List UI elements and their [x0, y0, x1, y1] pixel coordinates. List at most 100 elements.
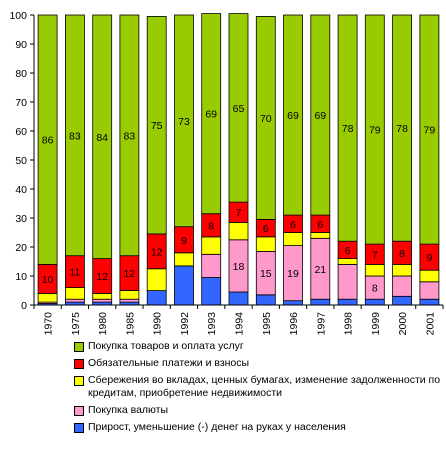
bar-segment-1990-2 — [146, 268, 167, 291]
x-tick-label-1994: 1994 — [234, 312, 246, 336]
bar-segment-2001-1 — [419, 281, 440, 300]
x-tick-label-1997: 1997 — [315, 312, 327, 336]
data-label-1980-3: 12 — [96, 271, 108, 283]
bar-segment-1998-1 — [337, 263, 358, 300]
data-label-1994-1: 18 — [233, 261, 245, 273]
bar-segment-1993-1 — [201, 253, 222, 278]
x-tick-label-1980: 1980 — [97, 312, 109, 336]
bar-segment-2000-0 — [392, 295, 413, 306]
chart-legend: Покупка товаров и оплата услуг Обязатель… — [74, 340, 444, 438]
bar-segment-1980-1 — [92, 298, 113, 303]
legend-label-savings: Сбережения во вкладах, ценных бумагах, и… — [88, 374, 441, 399]
x-tick-label-1998: 1998 — [343, 312, 355, 336]
bar-segment-1985-4 — [119, 14, 140, 257]
data-label-1997-1: 21 — [314, 264, 326, 276]
bar-segment-1970-2 — [37, 292, 58, 303]
data-label-2001-3: 9 — [426, 252, 432, 264]
legend-item-cash: Прирост, уменьшение (-) денег на руках у… — [74, 421, 444, 434]
data-label-1995-1: 15 — [260, 268, 272, 280]
bar-segment-1993-4 — [201, 13, 222, 215]
bar-segment-1980-2 — [92, 292, 113, 300]
bar-segment-1999-0 — [364, 298, 385, 306]
bar-segment-1990-4 — [146, 15, 167, 235]
data-label-1993-3: 8 — [208, 220, 214, 232]
bar-segment-1996-4 — [283, 14, 303, 216]
x-tick-label-1970: 1970 — [43, 312, 55, 336]
data-label-1997-3: 6 — [317, 219, 323, 231]
x-tick-label-1999: 1999 — [370, 312, 382, 336]
bar-segment-2000-1 — [392, 275, 413, 297]
bar-segment-1994-0 — [228, 291, 249, 306]
y-tick-label-30: 30 — [15, 213, 27, 225]
data-label-2000-3: 8 — [399, 248, 405, 260]
data-label-1999-3: 7 — [372, 249, 378, 261]
y-tick-label-0: 0 — [21, 300, 27, 312]
x-tick-label-1990: 1990 — [152, 312, 164, 336]
data-label-1975-3: 11 — [69, 267, 80, 279]
bar-segment-1975-4 — [65, 14, 85, 257]
bar-segment-1995-4 — [255, 15, 276, 220]
y-tick-label-100: 100 — [9, 10, 27, 22]
data-label-1998-3: 6 — [345, 245, 351, 257]
x-tick-label-1996: 1996 — [288, 312, 300, 336]
data-label-1995-4: 70 — [260, 113, 272, 125]
data-label-1994-3: 7 — [236, 207, 242, 219]
bar-segment-2001-0 — [419, 298, 440, 306]
data-label-1992-4: 73 — [178, 116, 190, 128]
bar-segment-1997-4 — [310, 14, 331, 216]
bar-segment-1993-0 — [201, 276, 222, 306]
data-label-1993-4: 69 — [205, 109, 217, 121]
data-label-1985-4: 83 — [124, 130, 136, 142]
bar-segment-1998-0 — [337, 298, 358, 306]
bar-segment-1997-0 — [310, 298, 331, 306]
y-tick-label-20: 20 — [15, 242, 27, 254]
legend-swatch-currency — [74, 406, 84, 416]
x-tick-label-1993: 1993 — [206, 312, 218, 336]
data-label-1980-4: 84 — [96, 132, 108, 144]
bar-segment-1999-2 — [364, 263, 385, 277]
bar-segment-1994-2 — [228, 221, 249, 241]
bar-segment-1995-2 — [255, 236, 276, 252]
data-label-1992-3: 9 — [181, 235, 187, 247]
data-label-1970-4: 86 — [42, 135, 54, 147]
y-tick-label-60: 60 — [15, 126, 27, 138]
x-tick-label-1992: 1992 — [179, 312, 191, 336]
legend-label-currency: Покупка валюты — [88, 404, 169, 416]
data-label-1975-4: 83 — [69, 130, 81, 142]
bar-segment-2001-4 — [419, 14, 440, 245]
y-tick-label-70: 70 — [15, 97, 27, 109]
bar-segment-1992-0 — [174, 265, 194, 306]
legend-label-payments: Обязательные платежи и взносы — [88, 357, 250, 369]
x-tick-label-2001: 2001 — [424, 312, 436, 336]
bar-segment-1998-4 — [337, 14, 358, 242]
bar-segment-1994-4 — [228, 13, 249, 203]
bar-segment-1980-4 — [92, 14, 113, 260]
data-label-1970-3: 10 — [42, 274, 54, 286]
legend-swatch-savings — [74, 376, 84, 386]
data-label-2000-4: 78 — [396, 123, 408, 135]
data-label-1998-4: 78 — [342, 123, 354, 135]
legend-label-cash: Прирост, уменьшение (-) денег на руках у… — [88, 421, 346, 433]
data-label-1990-4: 75 — [151, 120, 163, 132]
bar-segment-1998-2 — [337, 258, 358, 265]
bar-segment-1990-0 — [146, 290, 167, 306]
x-tick-label-1985: 1985 — [124, 312, 136, 336]
data-label-1994-4: 65 — [233, 103, 245, 115]
bar-segment-1993-2 — [201, 236, 222, 255]
data-label-1999-4: 79 — [369, 125, 381, 137]
y-tick-label-80: 80 — [15, 68, 27, 80]
data-label-1995-3: 6 — [263, 223, 269, 235]
y-tick-label-90: 90 — [15, 39, 27, 51]
legend-label-goods: Покупка товаров и оплата услуг — [88, 340, 244, 352]
bar-segment-1985-1 — [119, 298, 140, 303]
data-label-1999-1: 8 — [372, 283, 378, 295]
data-label-1997-4: 69 — [314, 110, 326, 122]
bar-segment-2001-2 — [419, 269, 440, 283]
bar-segment-1999-4 — [364, 14, 385, 245]
y-tick-label-40: 40 — [15, 184, 27, 196]
bar-segment-1970-4 — [37, 14, 58, 265]
legend-item-goods: Покупка товаров и оплата услуг — [74, 340, 444, 353]
bar-segment-2000-4 — [392, 14, 413, 242]
bar-segment-1975-1 — [65, 298, 85, 303]
legend-item-currency: Покупка валюты — [74, 404, 444, 417]
